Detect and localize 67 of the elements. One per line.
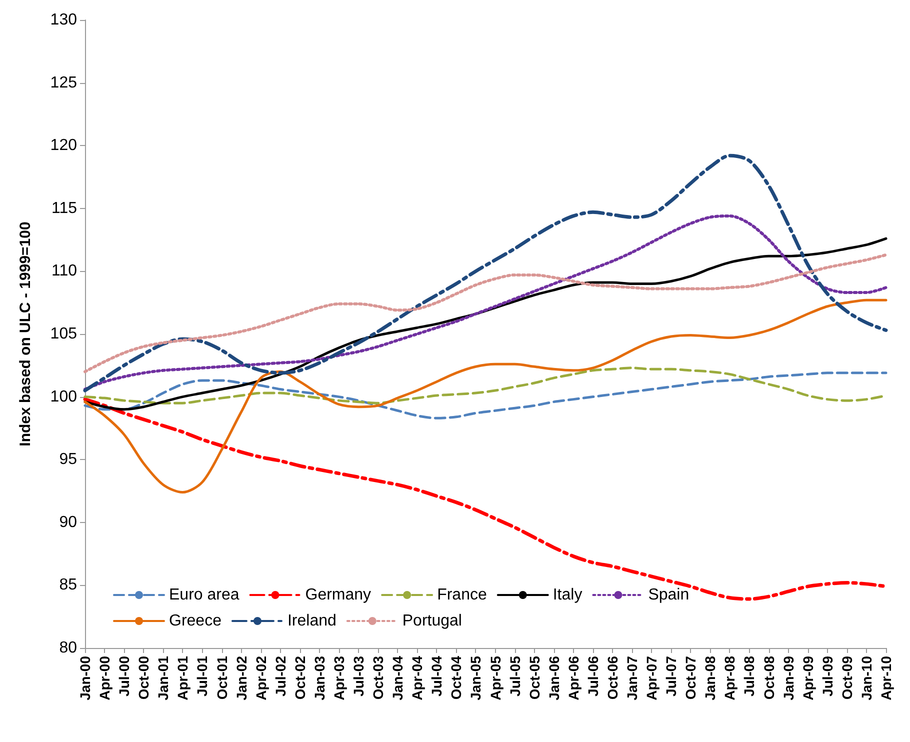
y-tick-label: 100: [50, 388, 78, 406]
x-tick-label: Jan-01: [155, 656, 172, 700]
y-tick-label: 120: [50, 137, 78, 154]
x-tick-label: Jul-02: [272, 656, 288, 696]
line-series: [83, 154, 888, 392]
x-tick-label: Oct-09: [838, 656, 855, 700]
x-tick-label: Jan-02: [233, 656, 250, 700]
x-tick-label: Jan-06: [546, 656, 562, 700]
legend-label: Portugal: [402, 612, 462, 630]
x-tick-label: Apr-01: [174, 656, 191, 700]
x-tick-label: Jul-04: [428, 656, 445, 696]
x-tick-label: Jan-04: [390, 656, 406, 700]
x-tick-label: Jan-09: [780, 656, 796, 700]
x-tick-label: Jul-01: [194, 656, 210, 696]
y-tick-label: 110: [51, 262, 78, 280]
x-tick-label: Oct-05: [526, 656, 542, 700]
line-series: [84, 253, 888, 374]
x-tick-label: Jul-05: [506, 656, 523, 696]
y-axis-title: Index based on ULC - 1999=100: [17, 222, 34, 446]
x-tick-label: Jan-07: [624, 656, 640, 700]
x-tick-label: Jul-08: [741, 656, 758, 696]
x-tick-label: Oct-03: [370, 656, 386, 700]
x-tick-label: Jan-08: [702, 656, 718, 700]
line-series: [84, 372, 888, 420]
y-tick-label: 85: [59, 576, 78, 594]
legend-label: Italy: [552, 586, 582, 604]
line-series: [84, 298, 888, 494]
x-tick-label: Jul-09: [819, 656, 836, 696]
x-tick-label: Jan-03: [311, 656, 328, 700]
y-tick-label: 105: [50, 326, 78, 342]
x-tick-label: Apr-05: [487, 656, 504, 700]
y-tick-label: 115: [51, 200, 78, 217]
y-tick-label: 130: [50, 12, 78, 28]
x-tick-label: Apr-08: [722, 656, 738, 700]
y-tick-label: 80: [59, 640, 78, 656]
y-tick-label: 125: [50, 74, 78, 92]
y-tick-label: 95: [59, 451, 78, 468]
x-tick-label: Jul-03: [350, 656, 367, 696]
x-tick-label: Apr-04: [409, 656, 426, 700]
x-tick-label: Jan-10: [858, 656, 874, 700]
legend-label: Germany: [305, 586, 372, 604]
legend-label: Greece: [169, 612, 222, 630]
legend-label: France: [437, 586, 487, 604]
x-tick-label: Jan-00: [77, 656, 93, 700]
x-tick-label: Apr-06: [565, 656, 582, 700]
x-tick-label: Oct-07: [682, 656, 699, 700]
legend-label: Spain: [648, 586, 690, 604]
legend-label: Ireland: [287, 612, 336, 630]
x-tick-label: Apr-10: [878, 656, 894, 700]
x-tick-label: Oct-04: [448, 656, 464, 700]
x-tick-label: Apr-09: [800, 656, 816, 700]
x-tick-label: Oct-08: [760, 656, 777, 700]
x-tick-label: Oct-02: [292, 656, 308, 700]
x-tick-label: Apr-03: [330, 656, 347, 700]
x-tick-label: Jul-07: [663, 656, 680, 696]
legend-label: Euro area: [169, 586, 240, 604]
x-tick-label: Oct-00: [136, 656, 152, 700]
x-tick-label: Jul-06: [584, 656, 601, 696]
x-tick-label: Jan-05: [468, 656, 484, 700]
x-tick-label: Apr-02: [252, 656, 269, 700]
x-tick-label: Apr-00: [96, 656, 113, 700]
x-tick-label: Oct-01: [214, 656, 230, 700]
x-tick-label: Jul-00: [116, 656, 132, 696]
x-tick-label: Apr-07: [644, 656, 660, 700]
y-tick-label: 90: [59, 514, 78, 531]
x-tick-label: Oct-06: [604, 656, 620, 700]
line-series: [84, 214, 888, 391]
